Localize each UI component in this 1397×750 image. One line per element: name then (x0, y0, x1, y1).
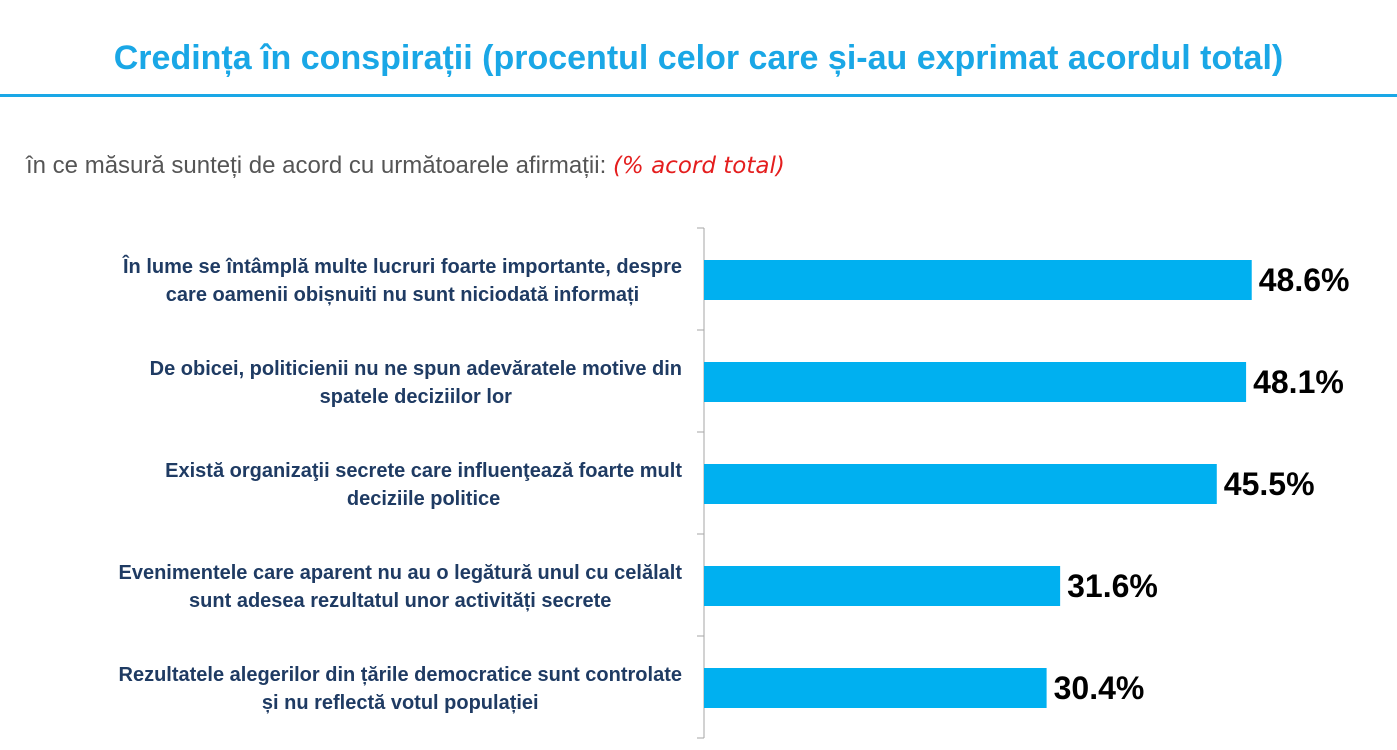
bar (704, 668, 1047, 708)
bar (704, 362, 1247, 402)
data-label: 31.6% (1067, 568, 1158, 604)
bar (704, 260, 1252, 300)
data-label: 48.1% (1253, 364, 1344, 400)
category-label: În lume se întâmplă multe lucruri foarte… (122, 254, 682, 306)
chart-title: Credința în conspirații (procentul celor… (113, 39, 1284, 77)
data-label: 48.6% (1259, 262, 1350, 298)
subtitle-question: în ce măsură sunteți de acord cu următoa… (26, 152, 607, 179)
subtitle-note: (% acord total) (612, 153, 785, 179)
bar (704, 464, 1217, 504)
category-label: De obicei, politicienii nu ne spun adevă… (150, 358, 682, 408)
chart-subtitle: în ce măsură sunteți de acord cu următoa… (26, 150, 785, 182)
title-divider (0, 94, 1397, 97)
data-label: 45.5% (1224, 466, 1315, 502)
data-label: 30.4% (1054, 670, 1145, 706)
category-label: Rezultatele alegerilor din țările democr… (119, 664, 683, 714)
category-label: Există organizaţii secrete care influenţ… (165, 460, 682, 510)
bar (704, 566, 1061, 606)
category-label: Evenimentele care aparent nu au o legătu… (118, 562, 682, 612)
